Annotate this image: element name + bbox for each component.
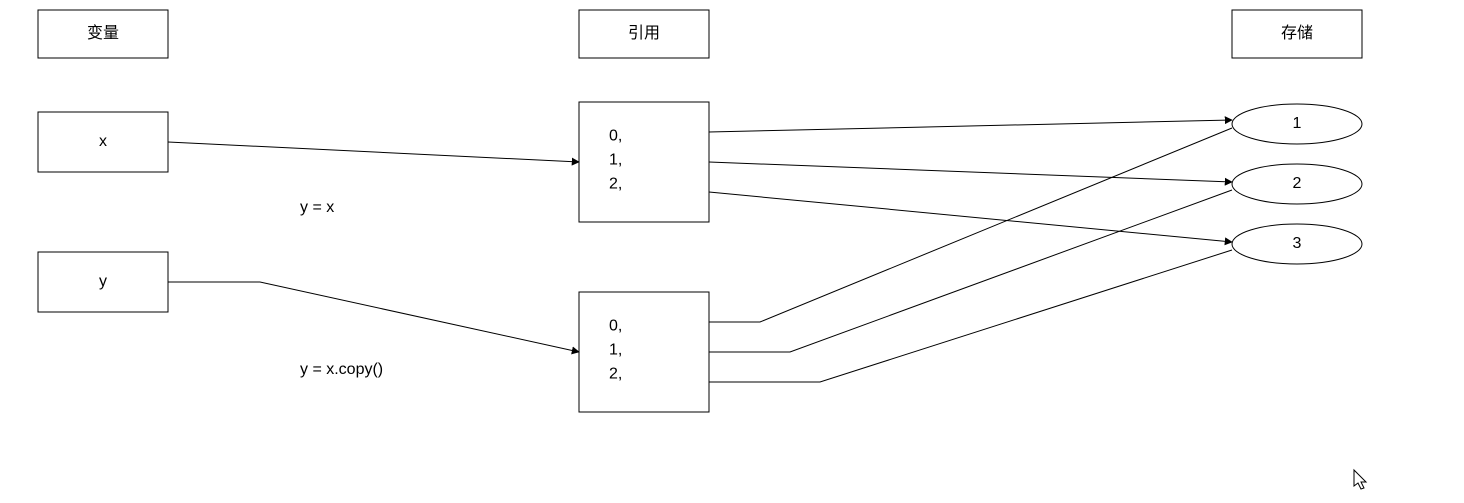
- edge-label-copy: y = x.copy(): [300, 361, 383, 378]
- variable-x-label: x: [99, 133, 107, 150]
- edge-top-1-to-2: [709, 162, 1232, 182]
- edge-bot-1-to-2: [709, 190, 1232, 352]
- storage-3-label: 3: [1293, 235, 1302, 252]
- header-storage-label: 存储: [1281, 24, 1313, 42]
- reference-bottom-box: 0, 1, 2,: [579, 292, 709, 412]
- reference-top-box: 0, 1, 2,: [579, 102, 709, 222]
- storage-1-label: 1: [1293, 115, 1302, 132]
- header-variable-box: 变量: [38, 10, 168, 58]
- header-reference-label: 引用: [628, 24, 660, 42]
- header-variable-label: 变量: [87, 24, 119, 42]
- reference-top-line-0: 0,: [609, 127, 622, 144]
- edge-bot-0-to-1: [709, 128, 1232, 322]
- variable-y-box: y: [38, 252, 168, 312]
- reference-top-line-2: 2,: [609, 175, 622, 192]
- edge-top-0-to-1: [709, 120, 1232, 132]
- edge-bot-2-to-3: [709, 250, 1232, 382]
- variable-x-box: x: [38, 112, 168, 172]
- header-reference-box: 引用: [579, 10, 709, 58]
- edge-label-assign: y = x: [300, 199, 334, 216]
- edge-x-to-ref-top: [168, 142, 579, 162]
- edge-top-2-to-3: [709, 192, 1232, 242]
- variable-y-label: y: [99, 273, 107, 290]
- cursor-icon: [1354, 470, 1366, 489]
- reference-bottom-line-0: 0,: [609, 317, 622, 334]
- storage-ellipse-1: 1: [1232, 104, 1362, 144]
- storage-ellipse-2: 2: [1232, 164, 1362, 204]
- edge-y-to-ref-bottom: [168, 282, 579, 352]
- storage-ellipse-3: 3: [1232, 224, 1362, 264]
- reference-bottom-line-2: 2,: [609, 365, 622, 382]
- reference-bottom-line-1: 1,: [609, 341, 622, 358]
- header-storage-box: 存储: [1232, 10, 1362, 58]
- diagram-canvas: 变量 引用 存储 x y 0, 1, 2, 0, 1, 2, 1 2 3: [0, 0, 1464, 503]
- reference-top-line-1: 1,: [609, 151, 622, 168]
- storage-2-label: 2: [1293, 175, 1302, 192]
